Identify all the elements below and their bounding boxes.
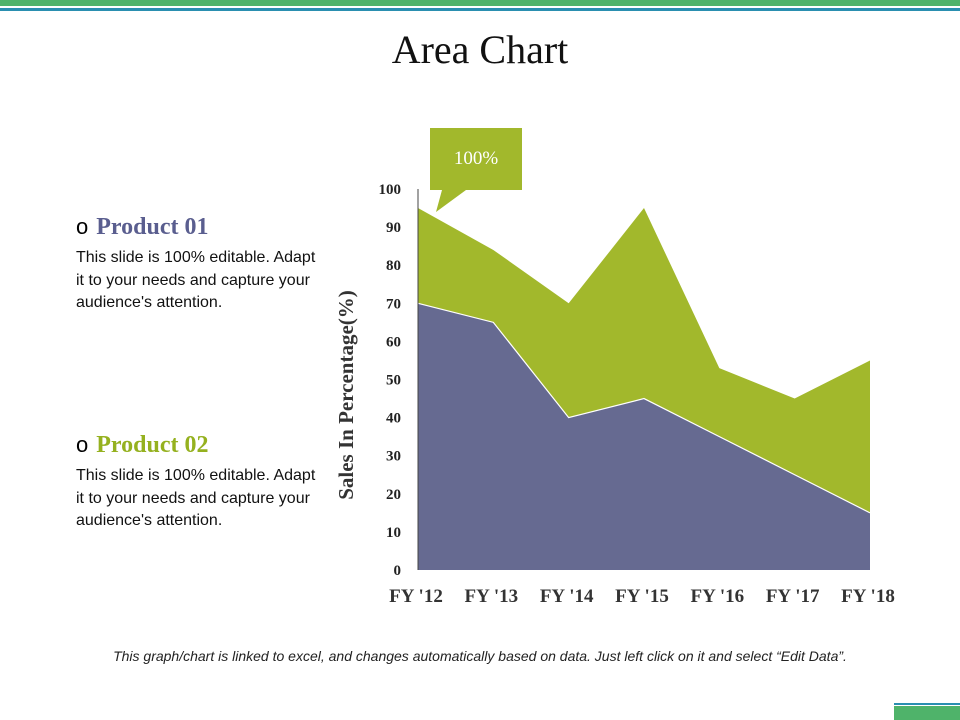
- y-tick-label: 90: [386, 220, 401, 236]
- product-01-description: This slide is 100% editable. Adapt it to…: [76, 249, 316, 311]
- y-tick-label: 0: [394, 563, 402, 579]
- x-tick-label: FY '14: [540, 586, 594, 607]
- bullet-icon: o: [76, 214, 89, 239]
- y-tick-label: 30: [386, 449, 401, 465]
- bottom-accent-bar: [894, 706, 960, 720]
- x-tick-label: FY '16: [691, 586, 745, 607]
- product-02-title: Product 02: [96, 432, 209, 458]
- y-tick-label: 80: [386, 258, 401, 274]
- page-title: Area Chart: [391, 27, 569, 72]
- x-tick-label: FY '13: [465, 586, 519, 607]
- product-02-block: o Product 02 This slide is 100% editable…: [76, 432, 326, 533]
- bottom-accent-line: [894, 703, 960, 705]
- series-2-area: [418, 208, 870, 513]
- top-accent-line: [0, 8, 960, 11]
- product-02-description: This slide is 100% editable. Adapt it to…: [76, 467, 316, 529]
- y-tick-label: 40: [386, 411, 401, 427]
- x-tick-label: FY '12: [389, 586, 443, 607]
- y-tick-label: 20: [386, 487, 401, 503]
- series-boundary-line: [417, 302, 871, 514]
- product-01-title: Product 01: [96, 214, 209, 240]
- series-1-area: [418, 303, 870, 570]
- footer-note: This graph/chart is linked to excel, and…: [113, 648, 847, 664]
- y-tick-label: 100: [379, 182, 402, 198]
- x-tick-label: FY '15: [615, 586, 669, 607]
- top-accent-bar: [0, 0, 960, 6]
- y-tick-label: 70: [386, 296, 401, 312]
- y-tick-label: 10: [386, 525, 401, 541]
- annotation-label: 100%: [454, 148, 499, 169]
- bullet-icon: o: [76, 432, 89, 457]
- annotation-callout: [430, 128, 522, 213]
- y-tick-label: 50: [386, 373, 401, 389]
- x-tick-label: FY '17: [766, 586, 820, 607]
- y-tick-label: 60: [386, 334, 401, 350]
- product-01-block: o Product 01 This slide is 100% editable…: [76, 214, 326, 315]
- y-axis-title: Sales In Percentage(%): [334, 290, 358, 500]
- x-tick-label: FY '18: [841, 586, 895, 607]
